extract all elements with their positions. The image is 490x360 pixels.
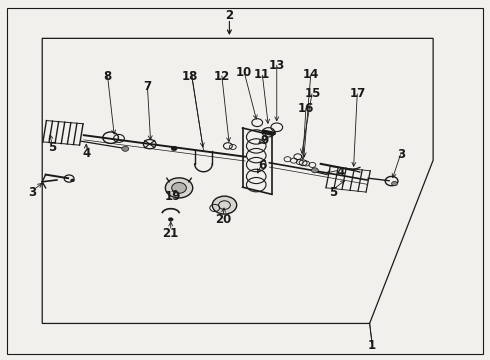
Text: 7: 7	[143, 80, 151, 93]
Text: 3: 3	[28, 186, 37, 199]
Circle shape	[71, 179, 74, 182]
Text: 14: 14	[303, 68, 319, 81]
Text: 5: 5	[48, 141, 56, 154]
Circle shape	[212, 196, 237, 214]
Circle shape	[165, 178, 193, 198]
Circle shape	[392, 181, 397, 186]
Text: 8: 8	[103, 69, 111, 82]
Text: 4: 4	[336, 166, 344, 179]
Circle shape	[172, 183, 186, 193]
Text: 15: 15	[304, 87, 320, 100]
Text: 18: 18	[182, 69, 198, 82]
Text: 6: 6	[258, 159, 266, 172]
Text: 1: 1	[368, 339, 376, 352]
Text: 21: 21	[163, 227, 179, 240]
Text: 20: 20	[215, 213, 231, 226]
Text: 16: 16	[298, 102, 314, 115]
Text: 9: 9	[260, 134, 269, 147]
Text: 3: 3	[397, 148, 405, 161]
Text: 17: 17	[349, 87, 366, 100]
Text: 10: 10	[235, 66, 252, 79]
Circle shape	[168, 218, 173, 221]
Text: 13: 13	[269, 59, 285, 72]
Text: 11: 11	[254, 68, 270, 81]
Text: 19: 19	[165, 190, 181, 203]
Text: 4: 4	[82, 147, 90, 159]
Text: 12: 12	[214, 69, 230, 82]
Text: 5: 5	[329, 186, 337, 199]
Circle shape	[171, 146, 177, 150]
Circle shape	[312, 168, 318, 173]
Circle shape	[122, 146, 129, 151]
Text: 2: 2	[225, 9, 233, 22]
